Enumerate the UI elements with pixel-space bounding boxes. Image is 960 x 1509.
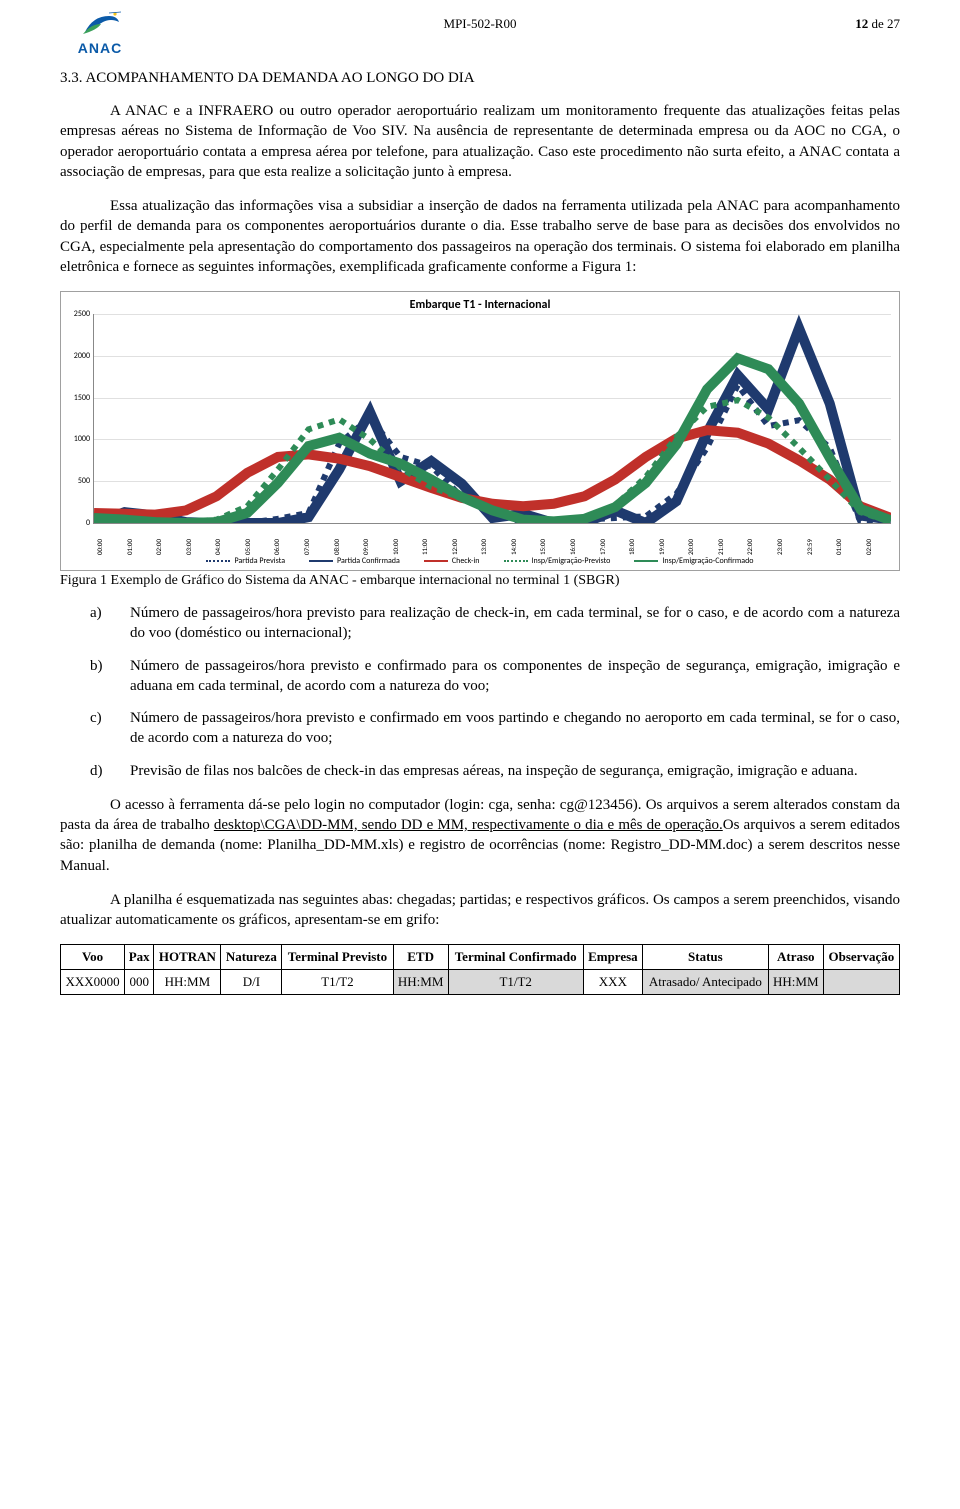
table-cell: T1/T2 bbox=[282, 970, 393, 995]
x-tick: 17:00 bbox=[597, 532, 623, 562]
x-tick: 01:00 bbox=[834, 532, 860, 562]
x-tick: 01:00 bbox=[124, 532, 150, 562]
table-cell: 000 bbox=[125, 970, 154, 995]
x-tick: 12:00 bbox=[450, 532, 476, 562]
page-number: 12 de 27 bbox=[820, 10, 900, 32]
y-tick: 0 bbox=[86, 518, 90, 528]
paragraph-2: Essa atualização das informações visa a … bbox=[60, 196, 900, 277]
x-tick: 16:00 bbox=[568, 532, 594, 562]
anac-logo-text: ANAC bbox=[78, 40, 122, 56]
figure-caption: Figura 1 Exemplo de Gráfico do Sistema d… bbox=[60, 573, 900, 589]
table-cell: XXX0000 bbox=[61, 970, 125, 995]
x-tick: 15:00 bbox=[538, 532, 564, 562]
table-header: ETD bbox=[393, 945, 448, 970]
list-item-b: b)Número de passageiros/hora previsto e … bbox=[60, 656, 900, 697]
x-tick: 11:00 bbox=[420, 532, 446, 562]
section-heading: 3.3. ACOMPANHAMENTO DA DEMANDA AO LONGO … bbox=[60, 70, 900, 87]
letter-list: a)Número de passageiros/hora previsto pa… bbox=[60, 603, 900, 781]
x-tick: 08:00 bbox=[331, 532, 357, 562]
x-tick: 10:00 bbox=[390, 532, 416, 562]
data-table: VooPaxHOTRANNaturezaTerminal PrevistoETD… bbox=[60, 944, 900, 995]
table-header: Pax bbox=[125, 945, 154, 970]
x-tick: 05:00 bbox=[243, 532, 269, 562]
table-header: Terminal Previsto bbox=[282, 945, 393, 970]
x-tick: 23:00 bbox=[775, 532, 801, 562]
anac-logo: ANAC bbox=[60, 10, 140, 56]
x-tick: 21:00 bbox=[716, 532, 742, 562]
chart-container: Embarque T1 - Internacional 050010001500… bbox=[60, 291, 900, 571]
x-tick: 14:00 bbox=[509, 532, 535, 562]
list-item-a: a)Número de passageiros/hora previsto pa… bbox=[60, 603, 900, 644]
table-cell: HH:MM bbox=[154, 970, 221, 995]
x-tick: 04:00 bbox=[213, 532, 239, 562]
paragraph-4: A planilha é esquematizada nas seguintes… bbox=[60, 890, 900, 931]
x-tick: 02:00 bbox=[154, 532, 180, 562]
x-tick: 06:00 bbox=[272, 532, 298, 562]
list-item-c: c)Número de passageiros/hora previsto e … bbox=[60, 708, 900, 749]
chart-plot-area: 05001000150020002500 bbox=[93, 314, 891, 524]
chart-x-axis: 00:0001:0002:0003:0004:0005:0006:0007:00… bbox=[93, 524, 891, 550]
anac-logo-icon bbox=[79, 10, 121, 38]
table-header: Natureza bbox=[221, 945, 282, 970]
table-header: HOTRAN bbox=[154, 945, 221, 970]
x-tick: 18:00 bbox=[627, 532, 653, 562]
table-cell: HH:MM bbox=[393, 970, 448, 995]
x-tick: 03:00 bbox=[183, 532, 209, 562]
chart-title: Embarque T1 - Internacional bbox=[65, 298, 895, 312]
y-tick: 500 bbox=[78, 476, 90, 486]
x-tick: 20:00 bbox=[686, 532, 712, 562]
table-header: Terminal Confirmado bbox=[448, 945, 583, 970]
table-cell: XXX bbox=[583, 970, 642, 995]
page-header: ANAC MPI-502-R00 12 de 27 bbox=[60, 0, 900, 56]
x-tick: 22:00 bbox=[745, 532, 771, 562]
x-tick: 00:00 bbox=[95, 532, 121, 562]
chart-lines bbox=[94, 314, 891, 523]
table-cell: D/I bbox=[221, 970, 282, 995]
table-header: Atraso bbox=[768, 945, 823, 970]
list-item-d: d)Previsão de filas nos balcões de check… bbox=[60, 761, 900, 781]
x-tick: 19:00 bbox=[656, 532, 682, 562]
y-tick: 1500 bbox=[74, 393, 90, 403]
table-header: Observação bbox=[823, 945, 899, 970]
paragraph-1: A ANAC e a INFRAERO ou outro operador ae… bbox=[60, 101, 900, 182]
table-header: Status bbox=[643, 945, 769, 970]
x-tick: 07:00 bbox=[302, 532, 328, 562]
x-tick: 13:00 bbox=[479, 532, 505, 562]
paragraph-3: O acesso à ferramenta dá-se pelo login n… bbox=[60, 795, 900, 876]
x-tick: 23:59 bbox=[804, 532, 830, 562]
table-header: Voo bbox=[61, 945, 125, 970]
table-cell bbox=[823, 970, 899, 995]
y-tick: 2000 bbox=[74, 351, 90, 361]
doc-code: MPI-502-R00 bbox=[140, 10, 820, 32]
x-tick: 09:00 bbox=[361, 532, 387, 562]
x-tick: 02:00 bbox=[863, 532, 889, 562]
table-cell: Atrasado/ Antecipado bbox=[643, 970, 769, 995]
table-cell: HH:MM bbox=[768, 970, 823, 995]
y-tick: 1000 bbox=[74, 434, 90, 444]
y-tick: 2500 bbox=[74, 309, 90, 319]
table-header: Empresa bbox=[583, 945, 642, 970]
series-line bbox=[94, 430, 891, 518]
table-cell: T1/T2 bbox=[448, 970, 583, 995]
